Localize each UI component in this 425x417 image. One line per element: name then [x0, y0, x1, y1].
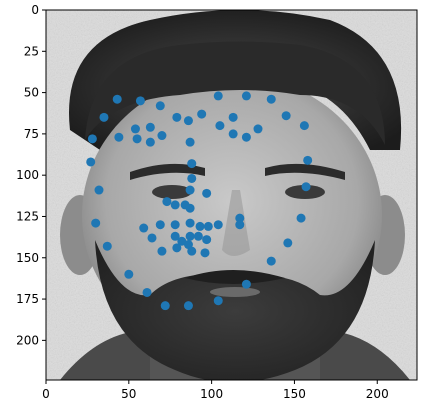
landmark-point — [142, 287, 152, 297]
axes-frame — [45, 9, 418, 381]
x-axis: 0 50 100 150 200 — [42, 380, 389, 401]
landmark-point — [253, 124, 263, 134]
landmark-point — [183, 116, 193, 126]
landmark-point — [147, 233, 157, 243]
landmark-point — [170, 220, 180, 230]
y-tick-label: 200 — [16, 333, 39, 347]
landmark-point — [202, 235, 212, 245]
x-tick-label: 150 — [283, 387, 306, 401]
landmark-point — [185, 185, 195, 195]
landmark-point — [130, 124, 140, 134]
face-photo — [46, 10, 417, 380]
landmark-point — [303, 155, 313, 165]
landmark-point — [202, 188, 212, 198]
y-axis: 0 25 50 75 100 125 150 175 200 — [16, 3, 46, 347]
landmark-point — [213, 91, 223, 101]
landmark-point — [183, 301, 193, 311]
landmark-point — [112, 94, 122, 104]
landmark-point — [215, 121, 225, 131]
y-tick-label: 150 — [16, 251, 39, 265]
landmark-point — [86, 157, 96, 167]
landmark-point — [235, 220, 245, 230]
x-tick-label: 50 — [121, 387, 136, 401]
landmark-point — [200, 248, 210, 258]
landmark-point — [283, 238, 293, 248]
landmark-point — [195, 221, 205, 231]
landmark-point — [193, 231, 203, 241]
x-tick-label: 100 — [200, 387, 223, 401]
landmark-point — [114, 132, 124, 142]
x-tick-label: 0 — [42, 387, 50, 401]
landmark-point — [235, 213, 245, 223]
landmark-point — [145, 122, 155, 132]
y-tick-label: 75 — [24, 127, 39, 141]
landmark-point — [94, 185, 104, 195]
landmark-point — [91, 218, 101, 228]
landmark-point — [87, 134, 97, 144]
landmark-point — [145, 137, 155, 147]
landmark-point — [135, 96, 145, 106]
landmark-point — [241, 132, 251, 142]
landmark-point — [170, 231, 180, 241]
y-tick-label: 50 — [24, 86, 39, 100]
landmark-point — [187, 173, 197, 183]
landmark-point — [157, 131, 167, 141]
landmark-point — [185, 218, 195, 228]
landmark-point — [241, 279, 251, 289]
y-tick-label: 25 — [24, 44, 39, 58]
landmark-point — [299, 121, 309, 131]
landmark-point — [172, 243, 182, 253]
landmark-point — [301, 182, 311, 192]
landmark-point — [124, 269, 134, 279]
landmark-point — [185, 203, 195, 213]
landmark-point — [170, 200, 180, 210]
landmark-point — [160, 301, 170, 311]
landmark-point — [172, 112, 182, 122]
landmark-point — [241, 91, 251, 101]
landmark-point — [266, 256, 276, 266]
y-tick-label: 175 — [16, 292, 39, 306]
landmark-point — [228, 112, 238, 122]
landmark-point — [132, 134, 142, 144]
landmark-point — [213, 296, 223, 306]
landmark-point — [296, 213, 306, 223]
x-tick-label: 200 — [366, 387, 389, 401]
landmark-point — [185, 231, 195, 241]
y-tick-label: 125 — [16, 209, 39, 223]
landmark-points — [86, 91, 313, 311]
landmark-point — [157, 246, 167, 256]
landmark-point — [213, 220, 223, 230]
landmark-point — [155, 220, 165, 230]
landmark-point — [187, 159, 197, 169]
y-tick-label: 100 — [16, 168, 39, 182]
landmark-point — [281, 111, 291, 121]
landmark-point — [197, 109, 207, 119]
landmark-point — [177, 236, 187, 246]
landmark-point — [139, 223, 149, 233]
landmark-point — [155, 101, 165, 111]
y-tick-label: 0 — [31, 3, 39, 17]
landmark-point — [228, 129, 238, 139]
landmark-point — [203, 221, 213, 231]
landmark-point — [102, 241, 112, 251]
landmark-point — [162, 197, 172, 207]
landmark-point — [185, 137, 195, 147]
landmark-point — [266, 94, 276, 104]
landmark-point — [187, 246, 197, 256]
landmark-point — [99, 112, 109, 122]
